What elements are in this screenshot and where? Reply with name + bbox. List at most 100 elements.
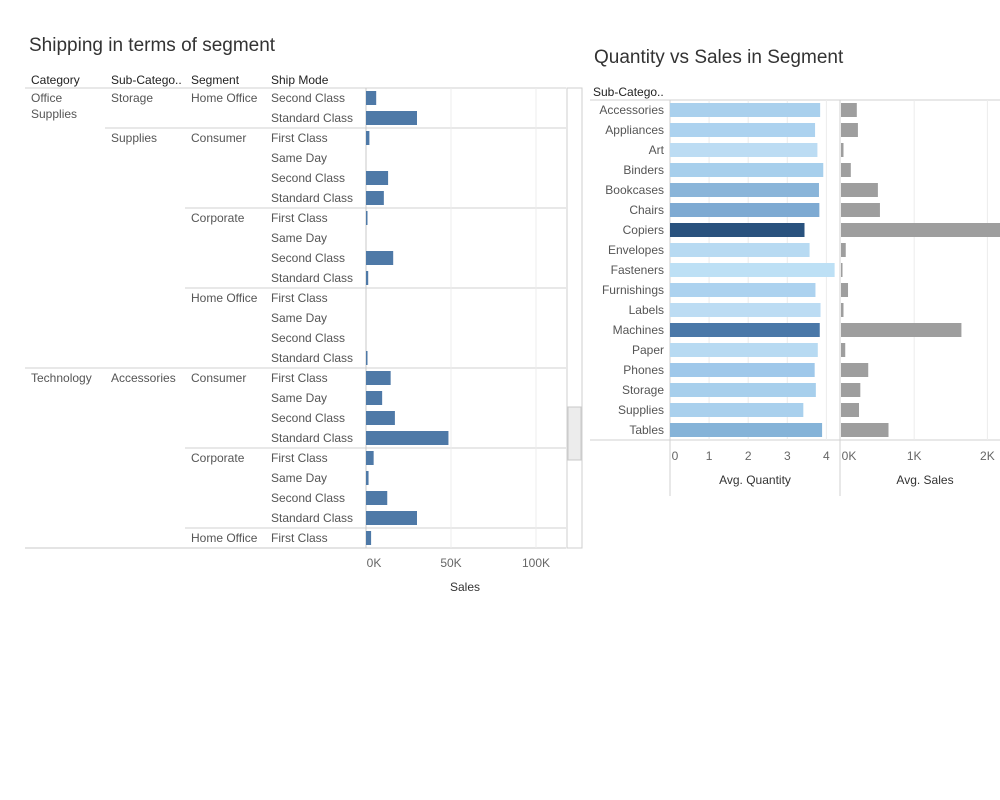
sales-axis-label: Avg. Sales	[896, 473, 953, 487]
ship-mode-label: First Class	[271, 531, 328, 545]
subcategory-row-label: Machines	[613, 323, 664, 337]
avg-quantity-bar[interactable]	[670, 343, 818, 357]
header-subcategory: Sub-Catego..	[111, 73, 182, 87]
avg-sales-bar[interactable]	[841, 423, 889, 437]
avg-sales-bar[interactable]	[841, 283, 849, 297]
sales-tick-label: 2K	[980, 449, 995, 463]
avg-sales-bar[interactable]	[841, 383, 861, 397]
avg-quantity-bar[interactable]	[670, 163, 824, 177]
x-tick-label: 0K	[367, 556, 382, 570]
sales-bar[interactable]	[366, 111, 417, 125]
avg-sales-bar[interactable]	[841, 403, 860, 417]
avg-quantity-bar[interactable]	[670, 123, 816, 137]
subcategory-row-label: Binders	[623, 163, 664, 177]
subcategory-row-label: Accessories	[599, 103, 664, 117]
avg-sales-bar[interactable]	[841, 263, 843, 277]
sales-bar[interactable]	[366, 371, 391, 385]
subcategory-row-label: Chairs	[629, 203, 664, 217]
ship-mode-label: First Class	[271, 371, 328, 385]
sales-bar[interactable]	[366, 131, 370, 145]
ship-mode-label: Second Class	[271, 251, 345, 265]
sales-bar[interactable]	[366, 431, 449, 445]
avg-sales-bar[interactable]	[841, 223, 1000, 237]
sales-bar[interactable]	[366, 251, 394, 265]
subcategory-row-label: Copiers	[623, 223, 664, 237]
avg-sales-bar[interactable]	[841, 203, 880, 217]
x-tick-label: 50K	[440, 556, 461, 570]
left-x-axis-label: Sales	[450, 580, 480, 594]
ship-mode-label: Same Day	[271, 231, 327, 245]
avg-quantity-bar[interactable]	[670, 183, 819, 197]
avg-sales-bar[interactable]	[841, 123, 858, 137]
avg-sales-bar[interactable]	[841, 103, 857, 117]
subcategory-row-label: Appliances	[605, 123, 664, 137]
sales-bar[interactable]	[366, 451, 374, 465]
scrollbar-thumb[interactable]	[567, 406, 582, 461]
avg-quantity-bar[interactable]	[670, 403, 804, 417]
subcategory-label: Supplies	[111, 131, 157, 145]
avg-quantity-bar[interactable]	[670, 283, 816, 297]
subcategory-label: Storage	[111, 91, 153, 105]
sales-bar[interactable]	[366, 491, 388, 505]
sales-bar[interactable]	[366, 391, 383, 405]
subcategory-row-label: Paper	[632, 343, 664, 357]
left-chart-title: Shipping in terms of segment	[29, 35, 276, 56]
sales-bar[interactable]	[366, 351, 368, 365]
avg-sales-bar[interactable]	[841, 143, 844, 157]
avg-sales-bar[interactable]	[841, 343, 846, 357]
avg-quantity-bar[interactable]	[670, 243, 810, 257]
avg-quantity-bar[interactable]	[670, 143, 818, 157]
segment-label: Consumer	[191, 131, 246, 145]
qty-tick-label: 2	[745, 449, 752, 463]
subcategory-row-label: Labels	[629, 303, 664, 317]
avg-quantity-bar[interactable]	[670, 323, 820, 337]
ship-mode-label: Second Class	[271, 331, 345, 345]
subcategory-row-label: Phones	[623, 363, 664, 377]
subcategory-row-label: Storage	[622, 383, 664, 397]
ship-mode-label: First Class	[271, 211, 328, 225]
avg-quantity-bar[interactable]	[670, 363, 815, 377]
avg-sales-bar[interactable]	[841, 163, 851, 177]
sales-bar[interactable]	[366, 511, 417, 525]
qty-tick-label: 0	[672, 449, 679, 463]
avg-sales-bar[interactable]	[841, 243, 846, 257]
avg-quantity-bar[interactable]	[670, 423, 823, 437]
sales-bar[interactable]	[366, 411, 395, 425]
qty-axis-label: Avg. Quantity	[719, 473, 791, 487]
sales-bar[interactable]	[366, 271, 369, 285]
sales-bar[interactable]	[366, 171, 389, 185]
subcategory-label: Accessories	[111, 371, 176, 385]
avg-quantity-bar[interactable]	[670, 383, 816, 397]
avg-quantity-bar[interactable]	[670, 223, 805, 237]
avg-quantity-bar[interactable]	[670, 263, 835, 277]
avg-quantity-bar[interactable]	[670, 103, 821, 117]
header-segment: Segment	[191, 73, 240, 87]
avg-sales-bar[interactable]	[841, 183, 878, 197]
ship-mode-label: Standard Class	[271, 191, 353, 205]
subcategory-row-label: Supplies	[618, 403, 664, 417]
segment-label: Home Office	[191, 531, 258, 545]
ship-mode-label: Standard Class	[271, 111, 353, 125]
scrollbar-track[interactable]	[566, 87, 583, 549]
avg-quantity-bar[interactable]	[670, 203, 820, 217]
ship-mode-label: Same Day	[271, 311, 327, 325]
avg-sales-bar[interactable]	[841, 303, 844, 317]
header-ship-mode: Ship Mode	[271, 73, 329, 87]
sales-bar[interactable]	[366, 211, 368, 225]
subcategory-row-label: Fasteners	[611, 263, 664, 277]
ship-mode-label: Second Class	[271, 171, 345, 185]
ship-mode-label: Second Class	[271, 491, 345, 505]
sales-bar[interactable]	[366, 531, 372, 545]
ship-mode-label: First Class	[271, 451, 328, 465]
subcategory-row-label: Tables	[629, 423, 664, 437]
avg-sales-bar[interactable]	[841, 323, 962, 337]
avg-sales-bar[interactable]	[841, 363, 869, 377]
sales-bar[interactable]	[366, 191, 384, 205]
segment-label: Home Office	[191, 91, 258, 105]
sales-bar[interactable]	[366, 471, 369, 485]
category-label: Office	[31, 91, 62, 105]
sales-bar[interactable]	[366, 91, 377, 105]
sales-tick-label: 1K	[907, 449, 922, 463]
avg-quantity-bar[interactable]	[670, 303, 821, 317]
